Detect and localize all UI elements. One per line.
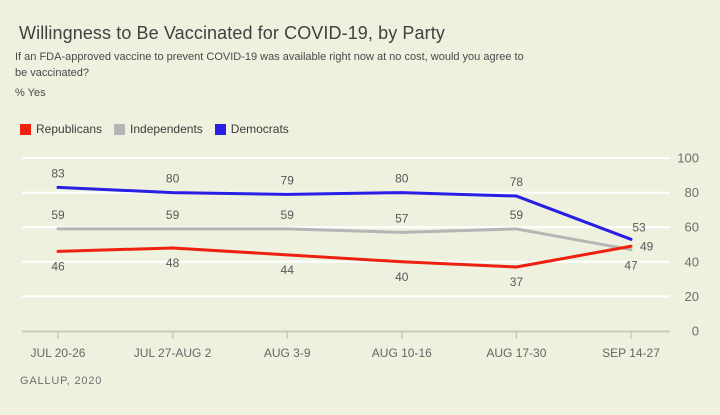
value-label-republicans: 44 (281, 263, 295, 277)
republicans-swatch-icon (20, 123, 31, 135)
independents-swatch-icon (114, 123, 126, 135)
value-label-independents: 57 (395, 211, 409, 225)
subtitle-line-1: If an FDA-approved vaccine to prevent CO… (15, 51, 524, 63)
x-tick-label: AUG 3-9 (264, 346, 311, 360)
y-tick-label-40: 40 (685, 254, 699, 269)
legend-label: Republicans (36, 122, 103, 136)
x-tick-label: AUG 17-30 (486, 346, 546, 360)
chart-legend: Republicans Independents Democrats (20, 122, 301, 136)
chart-subtitle: If an FDA-approved vaccine to prevent CO… (15, 49, 524, 81)
legend-item-democrats[interactable]: Democrats (214, 122, 289, 136)
value-label-republicans: 48 (166, 256, 180, 270)
legend-item-republicans[interactable]: Republicans (20, 122, 102, 136)
x-tick-label: AUG 10-16 (372, 346, 432, 360)
unit-label: % Yes (15, 87, 46, 99)
legend-item-independents[interactable]: Independents (114, 122, 203, 136)
value-label-democrats: 53 (632, 220, 646, 234)
value-label-independents: 59 (281, 208, 295, 222)
value-label-republicans: 46 (51, 259, 65, 273)
value-label-republicans: 37 (510, 275, 524, 289)
legend-label: Democrats (230, 122, 289, 136)
value-label-democrats: 78 (510, 175, 524, 189)
value-label-republicans: 40 (395, 270, 409, 284)
series-line-independents (56, 227, 633, 252)
page-title: Willingness to Be Vaccinated for COVID-1… (19, 23, 445, 43)
x-tick-label: SEP 14-27 (602, 346, 660, 360)
value-label-democrats: 79 (281, 173, 295, 187)
subtitle-line-2: be vaccinated? (15, 67, 89, 79)
value-label-independents: 59 (510, 208, 524, 222)
value-label-democrats: 80 (166, 172, 180, 186)
x-tick-label: JUL 20-26 (31, 346, 86, 360)
value-label-independents: 59 (51, 208, 65, 222)
value-label-democrats: 83 (51, 166, 65, 180)
y-tick-label-100: 100 (677, 151, 699, 166)
series-line-republicans (56, 244, 633, 269)
series-line-democrats (56, 185, 633, 241)
value-label-independents: 47 (624, 259, 638, 273)
x-tick-label: JUL 27-AUG 2 (134, 346, 212, 360)
y-tick-label-80: 80 (685, 185, 699, 200)
democrats-swatch-icon (214, 123, 226, 135)
value-label-independents: 59 (166, 208, 180, 222)
y-tick-label-0: 0 (692, 324, 699, 339)
legend-label: Independents (130, 122, 203, 136)
y-tick-label-60: 60 (685, 220, 699, 235)
source-credit: GALLUP, 2020 (20, 375, 103, 387)
value-label-democrats: 80 (395, 172, 409, 186)
y-tick-label-20: 20 (685, 289, 699, 304)
value-label-republicans: 49 (640, 240, 654, 254)
